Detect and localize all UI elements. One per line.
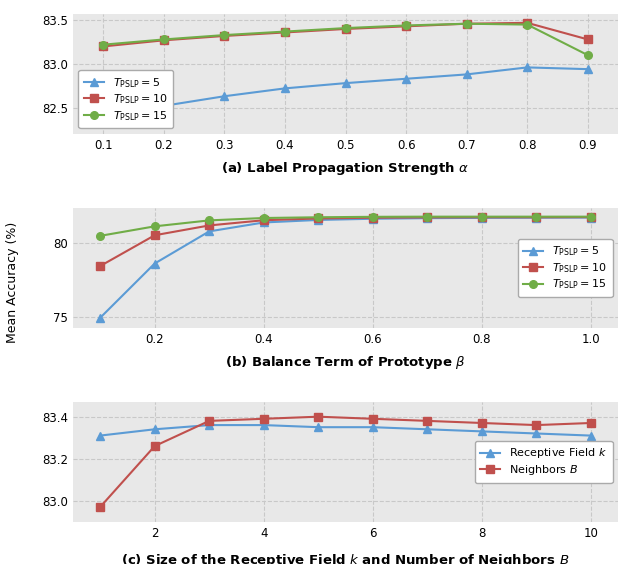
$T_{\mathrm{PSLP}}=10$ bbox=[281, 29, 288, 36]
$T_{\mathrm{PSLP}}=5$ bbox=[221, 93, 228, 100]
X-axis label: (a) Label Propagation Strength $\alpha$: (a) Label Propagation Strength $\alpha$ bbox=[221, 160, 470, 177]
Line: $T_{\mathrm{PSLP}}=10$: $T_{\mathrm{PSLP}}=10$ bbox=[100, 19, 592, 50]
X-axis label: (b) Balance Term of Prototype $\beta$: (b) Balance Term of Prototype $\beta$ bbox=[225, 354, 466, 371]
$T_{\mathrm{PSLP}}=10$ bbox=[533, 214, 540, 221]
Text: Mean Accuracy (%): Mean Accuracy (%) bbox=[6, 222, 19, 342]
Neighbors $B$ bbox=[314, 413, 322, 420]
Legend: Receptive Field $k$, Neighbors $B$: Receptive Field $k$, Neighbors $B$ bbox=[475, 441, 612, 483]
$T_{\mathrm{PSLP}}=10$ bbox=[478, 214, 486, 221]
$T_{\mathrm{PSLP}}=15$ bbox=[424, 213, 431, 220]
$T_{\mathrm{PSLP}}=15$ bbox=[342, 25, 349, 32]
$T_{\mathrm{PSLP}}=15$ bbox=[260, 215, 268, 222]
Receptive Field $k$ bbox=[369, 424, 377, 430]
Receptive Field $k$ bbox=[151, 426, 158, 433]
Receptive Field $k$ bbox=[205, 422, 213, 429]
$T_{\mathrm{PSLP}}=5$ bbox=[281, 85, 288, 92]
Line: Receptive Field $k$: Receptive Field $k$ bbox=[96, 421, 595, 439]
Receptive Field $k$ bbox=[533, 430, 540, 437]
$T_{\mathrm{PSLP}}=15$ bbox=[533, 213, 540, 220]
$T_{\mathrm{PSLP}}=5$ bbox=[342, 80, 349, 86]
$T_{\mathrm{PSLP}}=15$ bbox=[524, 21, 531, 28]
Neighbors $B$ bbox=[478, 420, 486, 426]
Line: Neighbors $B$: Neighbors $B$ bbox=[96, 413, 595, 511]
$T_{\mathrm{PSLP}}=15$ bbox=[587, 213, 595, 220]
Neighbors $B$ bbox=[260, 416, 268, 422]
$T_{\mathrm{PSLP}}=5$ bbox=[524, 64, 531, 71]
$T_{\mathrm{PSLP}}=5$ bbox=[587, 214, 595, 221]
$T_{\mathrm{PSLP}}=15$ bbox=[160, 36, 167, 43]
Receptive Field $k$ bbox=[260, 422, 268, 429]
$T_{\mathrm{PSLP}}=5$ bbox=[424, 215, 431, 222]
$T_{\mathrm{PSLP}}=10$ bbox=[221, 33, 228, 39]
$T_{\mathrm{PSLP}}=15$ bbox=[369, 213, 377, 220]
$T_{\mathrm{PSLP}}=15$ bbox=[478, 213, 486, 220]
Legend: $T_{\mathrm{PSLP}}=5$, $T_{\mathrm{PSLP}}=10$, $T_{\mathrm{PSLP}}=15$: $T_{\mathrm{PSLP}}=5$, $T_{\mathrm{PSLP}… bbox=[518, 239, 612, 297]
$T_{\mathrm{PSLP}}=10$ bbox=[100, 43, 107, 50]
Receptive Field $k$ bbox=[478, 428, 486, 435]
Neighbors $B$ bbox=[96, 504, 104, 510]
Receptive Field $k$ bbox=[424, 426, 431, 433]
$T_{\mathrm{PSLP}}=10$ bbox=[151, 232, 158, 239]
Neighbors $B$ bbox=[205, 417, 213, 424]
Receptive Field $k$ bbox=[587, 432, 595, 439]
$T_{\mathrm{PSLP}}=15$ bbox=[463, 20, 470, 27]
Line: $T_{\mathrm{PSLP}}=15$: $T_{\mathrm{PSLP}}=15$ bbox=[96, 213, 595, 240]
$T_{\mathrm{PSLP}}=10$ bbox=[260, 217, 268, 223]
$T_{\mathrm{PSLP}}=15$ bbox=[584, 52, 592, 59]
Line: $T_{\mathrm{PSLP}}=5$: $T_{\mathrm{PSLP}}=5$ bbox=[100, 64, 592, 125]
Neighbors $B$ bbox=[424, 417, 431, 424]
Line: $T_{\mathrm{PSLP}}=15$: $T_{\mathrm{PSLP}}=15$ bbox=[100, 20, 592, 59]
$T_{\mathrm{PSLP}}=10$ bbox=[369, 214, 377, 221]
Line: $T_{\mathrm{PSLP}}=5$: $T_{\mathrm{PSLP}}=5$ bbox=[96, 214, 595, 321]
$T_{\mathrm{PSLP}}=15$ bbox=[96, 232, 104, 239]
$T_{\mathrm{PSLP}}=10$ bbox=[342, 25, 349, 32]
$T_{\mathrm{PSLP}}=5$ bbox=[260, 219, 268, 226]
$T_{\mathrm{PSLP}}=15$ bbox=[221, 32, 228, 38]
Neighbors $B$ bbox=[369, 416, 377, 422]
$T_{\mathrm{PSLP}}=5$ bbox=[314, 217, 322, 223]
$T_{\mathrm{PSLP}}=10$ bbox=[205, 222, 213, 229]
$T_{\mathrm{PSLP}}=10$ bbox=[463, 20, 470, 27]
$T_{\mathrm{PSLP}}=10$ bbox=[96, 263, 104, 270]
$T_{\mathrm{PSLP}}=5$ bbox=[533, 214, 540, 221]
$T_{\mathrm{PSLP}}=15$ bbox=[403, 22, 410, 29]
$T_{\mathrm{PSLP}}=5$ bbox=[160, 103, 167, 109]
Neighbors $B$ bbox=[151, 443, 158, 450]
$T_{\mathrm{PSLP}}=10$ bbox=[160, 37, 167, 43]
$T_{\mathrm{PSLP}}=10$ bbox=[424, 214, 431, 221]
$T_{\mathrm{PSLP}}=10$ bbox=[584, 36, 592, 43]
Neighbors $B$ bbox=[587, 420, 595, 426]
$T_{\mathrm{PSLP}}=5$ bbox=[478, 214, 486, 221]
$T_{\mathrm{PSLP}}=5$ bbox=[463, 71, 470, 78]
Neighbors $B$ bbox=[533, 422, 540, 429]
$T_{\mathrm{PSLP}}=5$ bbox=[403, 76, 410, 82]
$T_{\mathrm{PSLP}}=5$ bbox=[100, 118, 107, 125]
$T_{\mathrm{PSLP}}=15$ bbox=[100, 41, 107, 48]
Receptive Field $k$ bbox=[314, 424, 322, 430]
$T_{\mathrm{PSLP}}=10$ bbox=[587, 214, 595, 221]
Legend: $T_{\mathrm{PSLP}}=5$, $T_{\mathrm{PSLP}}=10$, $T_{\mathrm{PSLP}}=15$: $T_{\mathrm{PSLP}}=5$, $T_{\mathrm{PSLP}… bbox=[79, 70, 173, 128]
Line: $T_{\mathrm{PSLP}}=10$: $T_{\mathrm{PSLP}}=10$ bbox=[96, 213, 595, 270]
X-axis label: (c) Size of the Receptive Field $k$ and Number of Neighbors $B$: (c) Size of the Receptive Field $k$ and … bbox=[121, 552, 570, 564]
$T_{\mathrm{PSLP}}=15$ bbox=[314, 214, 322, 221]
$T_{\mathrm{PSLP}}=10$ bbox=[403, 23, 410, 30]
$T_{\mathrm{PSLP}}=10$ bbox=[314, 215, 322, 222]
$T_{\mathrm{PSLP}}=15$ bbox=[205, 217, 213, 224]
$T_{\mathrm{PSLP}}=15$ bbox=[281, 28, 288, 35]
$T_{\mathrm{PSLP}}=15$ bbox=[151, 223, 158, 230]
Receptive Field $k$ bbox=[96, 432, 104, 439]
$T_{\mathrm{PSLP}}=5$ bbox=[205, 228, 213, 235]
$T_{\mathrm{PSLP}}=5$ bbox=[369, 215, 377, 222]
$T_{\mathrm{PSLP}}=5$ bbox=[151, 260, 158, 267]
$T_{\mathrm{PSLP}}=5$ bbox=[584, 66, 592, 73]
$T_{\mathrm{PSLP}}=5$ bbox=[96, 314, 104, 321]
$T_{\mathrm{PSLP}}=10$ bbox=[524, 19, 531, 26]
